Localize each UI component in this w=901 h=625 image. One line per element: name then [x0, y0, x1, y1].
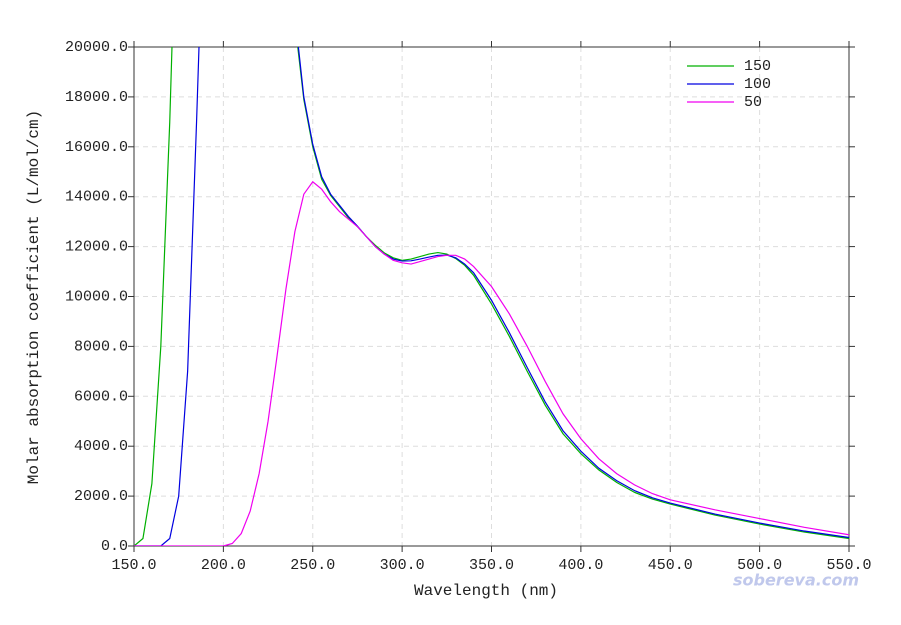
- y-tick-label: 16000.0: [65, 139, 128, 156]
- x-tick-label: 450.0: [648, 557, 693, 574]
- watermark: sobereva.com: [733, 571, 859, 590]
- y-tick-label: 0.0: [101, 538, 128, 555]
- y-tick-label: 14000.0: [65, 189, 128, 206]
- y-tick-label: 10000.0: [65, 288, 128, 305]
- y-axis-label: Molar absorption coefficient (L/mol/cm): [25, 110, 43, 484]
- y-tick-label: 8000.0: [74, 338, 128, 355]
- y-tick-label: 4000.0: [74, 438, 128, 455]
- legend-label: 150: [744, 58, 771, 75]
- series-line: [134, 180, 849, 546]
- y-tick-label: 6000.0: [74, 388, 128, 405]
- y-tick-label: 18000.0: [65, 89, 128, 106]
- legend-label: 50: [744, 94, 762, 111]
- x-tick-label: 200.0: [201, 557, 246, 574]
- x-tick-label: 400.0: [558, 557, 603, 574]
- legend-label: 100: [744, 76, 771, 93]
- series-line: [134, 47, 849, 546]
- y-tick-label: 2000.0: [74, 488, 128, 505]
- y-tick-label: 20000.0: [65, 39, 128, 56]
- plot-area: [134, 47, 849, 546]
- x-tick-label: 350.0: [469, 557, 514, 574]
- x-axis-label: Wavelength (nm): [414, 582, 558, 600]
- x-tick-label: 250.0: [290, 557, 335, 574]
- x-tick-label: 550.0: [826, 557, 871, 574]
- plot-frame: [133, 46, 850, 547]
- x-tick-label: 500.0: [737, 557, 782, 574]
- x-tick-label: 150.0: [111, 557, 156, 574]
- y-tick-label: 12000.0: [65, 239, 128, 256]
- x-tick-label: 300.0: [380, 557, 425, 574]
